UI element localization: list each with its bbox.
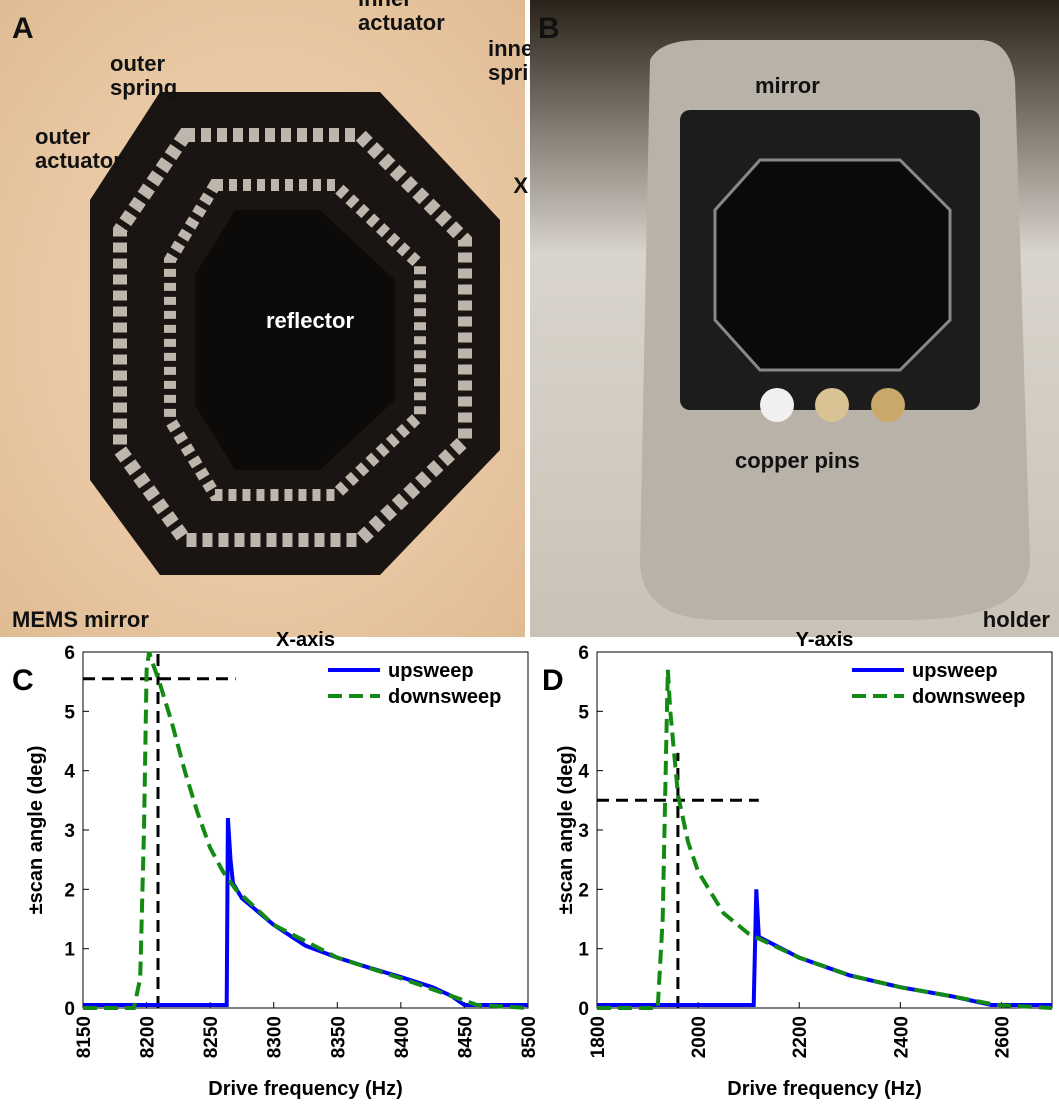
x-tick-label: 8150 <box>74 1016 95 1058</box>
legend-label: upsweep <box>388 660 474 682</box>
y-axis-label: ±scan angle (deg) <box>555 746 577 915</box>
y-tick-label: 5 <box>578 702 589 723</box>
annotation: holder <box>983 607 1051 632</box>
x-tick-label: 8250 <box>201 1016 222 1058</box>
y-tick-label: 6 <box>64 643 75 664</box>
y-tick-label: 2 <box>64 880 75 901</box>
x-tick-label: 2200 <box>790 1016 811 1058</box>
x-tick-label: 1800 <box>588 1016 609 1058</box>
y-tick-label: 4 <box>578 762 589 783</box>
chart-title: Y-axis <box>796 629 854 651</box>
x-tick-label: 8350 <box>328 1016 349 1058</box>
x-tick-label: 8500 <box>519 1016 540 1058</box>
x-tick-label: 2400 <box>891 1016 912 1058</box>
annotation: X <box>513 173 528 198</box>
panel-label: B <box>538 12 560 45</box>
y-axis-label: ±scan angle (deg) <box>25 746 47 915</box>
y-tick-label: 5 <box>64 702 75 723</box>
y-tick-label: 1 <box>578 940 589 961</box>
mirror-plate <box>715 160 950 370</box>
x-tick-label: 8200 <box>138 1016 159 1058</box>
legend-label: upsweep <box>912 660 998 682</box>
x-axis-label: Drive frequency (Hz) <box>208 1078 403 1100</box>
x-tick-label: 8450 <box>455 1016 476 1058</box>
y-tick-label: 2 <box>578 880 589 901</box>
figure: A outerspring outeractuator inneractuato… <box>0 0 1059 1101</box>
panel-label: C <box>12 664 34 697</box>
y-tick-label: 4 <box>64 762 75 783</box>
photo-b: B mirror copper pins holder <box>530 0 1059 637</box>
annotation: reflector <box>266 308 354 333</box>
panel-label: A <box>12 12 34 45</box>
pin <box>760 388 794 422</box>
x-tick-label: 8300 <box>265 1016 286 1058</box>
page: A outerspring outeractuator inneractuato… <box>0 0 1059 1106</box>
x-tick-label: 8400 <box>392 1016 413 1058</box>
legend-label: downsweep <box>912 686 1025 708</box>
caption: MEMS mirror <box>12 607 149 632</box>
y-tick-label: 3 <box>578 821 589 842</box>
y-tick-label: 1 <box>64 940 75 961</box>
annotation: copper pins <box>735 448 860 473</box>
legend-label: downsweep <box>388 686 501 708</box>
y-tick-label: 6 <box>578 643 589 664</box>
y-tick-label: 3 <box>64 821 75 842</box>
x-tick-label: 2000 <box>689 1016 710 1058</box>
annotation: mirror <box>755 73 820 98</box>
panel-label: D <box>542 664 564 697</box>
pin <box>815 388 849 422</box>
pin <box>871 388 905 422</box>
x-axis-label: Drive frequency (Hz) <box>727 1078 922 1100</box>
x-tick-label: 2600 <box>992 1016 1013 1058</box>
chart-title: X-axis <box>276 629 335 651</box>
